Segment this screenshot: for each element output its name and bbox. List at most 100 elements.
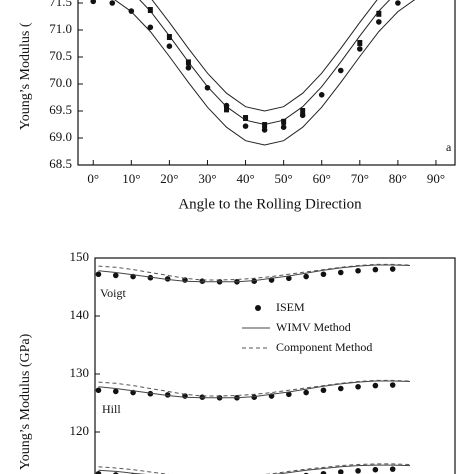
point: [185, 65, 192, 71]
y-tick-label: 68.5: [49, 156, 72, 171]
point: [320, 387, 327, 394]
y-tick-label: 130: [70, 365, 90, 380]
plot-frame: [94, 257, 456, 474]
point: [199, 394, 206, 401]
point: [224, 106, 230, 113]
y-tick-label: 69.0: [49, 129, 72, 144]
y-axis-label: Young’s Modulus (GPa): [18, 333, 33, 470]
y-axis-label: Young’s Modulus (: [18, 22, 33, 130]
point: [356, 46, 363, 52]
y-tick-label: 120: [70, 423, 90, 438]
point: [303, 389, 309, 396]
annotation: Voigt: [100, 286, 126, 300]
point: [164, 392, 171, 398]
y-tick-label: 150: [70, 249, 90, 264]
point: [204, 84, 211, 91]
point: [303, 273, 309, 280]
x-tick-label: 60°: [313, 171, 331, 186]
point: [372, 466, 379, 473]
point: [185, 59, 191, 66]
x-tick-label: 20°: [160, 171, 178, 186]
point: [166, 43, 173, 49]
curve: [98, 263, 411, 281]
point: [320, 271, 327, 278]
point: [355, 383, 361, 390]
point: [251, 394, 258, 401]
point: [281, 118, 287, 125]
annotation: a: [446, 140, 452, 154]
plot-area: [95, 263, 411, 474]
point: [147, 24, 154, 31]
point: [286, 275, 292, 282]
point: [262, 122, 268, 129]
point: [355, 468, 361, 474]
point: [357, 39, 363, 46]
curve: [98, 379, 411, 397]
plot-area: [90, 0, 416, 146]
curve: [151, 0, 378, 112]
point: [395, 0, 401, 6]
point: [95, 271, 102, 278]
point: [147, 274, 154, 281]
point: [242, 123, 249, 129]
plot-frame: [77, 0, 456, 166]
legend-symbol: [255, 305, 261, 311]
x-tick-label: 70°: [351, 171, 369, 186]
point: [372, 266, 379, 273]
point: [166, 34, 172, 41]
point: [376, 19, 382, 25]
x-tick-label: 40°: [236, 171, 254, 186]
x-tick-label: 30°: [198, 171, 216, 186]
point: [389, 382, 396, 388]
point: [376, 10, 382, 17]
y-tick-label: 70.0: [49, 75, 72, 90]
x-tick-label: 50°: [275, 171, 293, 186]
annotation: Hill: [102, 402, 121, 416]
point: [128, 8, 135, 14]
point: [286, 391, 292, 398]
point: [320, 470, 327, 474]
y-tick-label: 71.0: [49, 21, 72, 36]
point: [199, 278, 206, 285]
point: [337, 385, 344, 392]
point: [112, 388, 119, 395]
point: [372, 382, 379, 389]
point: [147, 7, 153, 14]
y-tick-label: 140: [70, 307, 90, 322]
point: [95, 470, 102, 474]
point: [95, 387, 102, 394]
point: [243, 115, 249, 122]
x-axis-label: Angle to the Rolling Direction: [178, 196, 362, 212]
point: [389, 466, 396, 472]
point: [389, 266, 396, 272]
point: [337, 67, 344, 74]
point: [251, 278, 258, 285]
curve: [139, 0, 391, 126]
point: [164, 276, 171, 282]
x-tick-label: 0°: [87, 171, 99, 186]
legend-label: WIMV Method: [276, 320, 351, 334]
point: [280, 124, 287, 130]
point: [300, 108, 306, 114]
point: [337, 469, 344, 474]
curve: [98, 463, 411, 474]
y-tick-label: 71.5: [49, 0, 72, 9]
point: [355, 267, 361, 274]
point: [147, 390, 154, 397]
legend-label: Component Method: [276, 340, 372, 354]
x-tick-label: 90°: [427, 171, 445, 186]
point: [337, 269, 344, 276]
point: [109, 0, 116, 6]
y-tick-label: 70.5: [49, 48, 72, 63]
legend-label: ISEM: [276, 300, 305, 314]
curve: [98, 380, 411, 399]
point: [318, 92, 325, 98]
curve: [114, 0, 416, 146]
curve: [98, 464, 411, 474]
point: [90, 0, 97, 5]
y-tick-label: 69.5: [49, 102, 72, 117]
point: [112, 272, 119, 279]
curve: [98, 264, 411, 283]
x-tick-label: 10°: [122, 171, 140, 186]
